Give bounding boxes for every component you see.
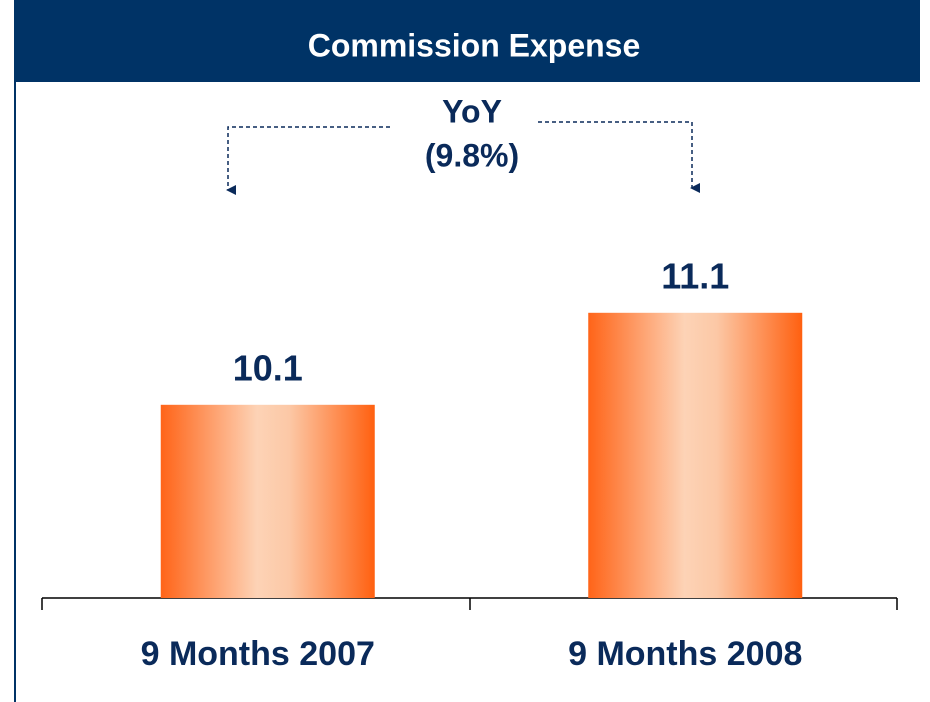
bar — [588, 312, 803, 598]
x-tick-label: 9 Months 2008 — [568, 635, 802, 673]
value-label: 11.1 — [661, 255, 729, 296]
x-tick-label: 9 Months 2007 — [141, 635, 375, 673]
chart-title: Commission Expense — [308, 27, 641, 63]
value-label: 10.1 — [233, 347, 303, 388]
arrow — [226, 126, 390, 195]
arrow — [538, 121, 700, 193]
annotation: YoY — [442, 93, 502, 129]
annotation: (9.8%) — [425, 137, 519, 173]
header-bar — [14, 0, 920, 82]
bar — [160, 404, 375, 598]
